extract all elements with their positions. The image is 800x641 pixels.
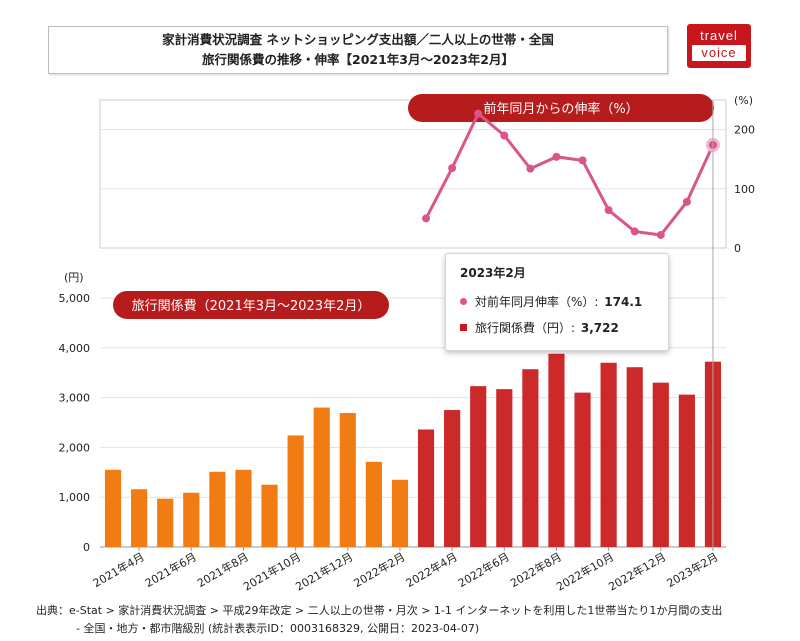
travel-cost-bar — [183, 492, 200, 547]
travel-cost-bar — [261, 484, 278, 547]
tooltip-bar-row: 旅行関係費（円）: 3,722 — [460, 319, 654, 336]
bar-title-banner — [113, 291, 389, 319]
chart-title-box: 家計消費状況調査 ネットショッピング支出額／二人以上の世帯・全国 旅行関係費の推… — [48, 26, 668, 74]
growth-rate-point — [526, 164, 535, 173]
tooltip-line-value: 174.1 — [604, 294, 643, 309]
line-title-banner — [408, 94, 714, 122]
travel-cost-bar — [444, 410, 461, 547]
growth-rate-point — [656, 230, 665, 239]
growth-rate-point — [682, 197, 691, 206]
bar-chart-title: 旅行関係費（2021年3月～2023年2月） — [132, 299, 371, 314]
line-y-tick-label: 0 — [734, 242, 741, 255]
chart-tooltip: 2023年2月 対前年同月伸率（%）: 174.1 旅行関係費（円）: 3,72… — [445, 253, 669, 351]
travel-cost-bar — [235, 469, 252, 547]
chart-title-line1: 家計消費状況調査 ネットショッピング支出額／二人以上の世帯・全国 — [162, 32, 554, 47]
growth-rate-panel: 0 100 200 (%) 前年同月からの伸率（%） — [99, 94, 755, 255]
source-line1: 出典：e-Stat > 家計消費状況調査 > 平成29年改定 > 二人以上の世帯… — [36, 604, 723, 617]
travel-cost-bar — [313, 407, 330, 547]
travel-cost-bar — [470, 386, 487, 547]
growth-rate-point — [474, 109, 483, 118]
bar-y-tick-label: 1,000 — [59, 491, 91, 504]
travel-cost-bar — [548, 353, 565, 547]
travel-cost-bar — [339, 413, 356, 547]
travel-cost-bar — [391, 479, 409, 547]
tooltip-bar-value: 3,722 — [580, 320, 619, 335]
source-note: 出典：e-Stat > 家計消費状況調査 > 平成29年改定 > 二人以上の世帯… — [36, 602, 722, 638]
bar-y-tick-label: 3,000 — [59, 392, 91, 405]
travel-cost-bar — [600, 362, 617, 547]
logo-text-line1: travel — [700, 28, 738, 43]
growth-rate-line — [424, 111, 715, 237]
bar-y-unit-label: (円) — [64, 271, 84, 284]
growth-rate-point — [552, 152, 561, 161]
growth-rate-point — [604, 206, 613, 215]
bar-y-tick-label: 2,000 — [59, 441, 91, 454]
bar-y-tick-label: 0 — [83, 541, 90, 554]
travel-cost-bar — [287, 435, 304, 547]
travel-cost-bar — [574, 392, 591, 547]
travel-cost-bar — [496, 389, 513, 547]
line-chart-title: 前年同月からの伸率（%） — [483, 101, 638, 117]
line-plot-frame — [99, 99, 727, 249]
tooltip-bar-label: 旅行関係費（円） — [475, 321, 572, 335]
bar-x-tick-label: 2021年10月 — [241, 549, 303, 593]
bar-x-tick-label: 2022年2月 — [351, 549, 407, 590]
source-line2: - 全国・地方・都市階級別 (統計表表示ID：0003168329, 公開日：2… — [76, 622, 480, 635]
bar-x-tick-label: 2022年10月 — [554, 549, 616, 593]
travel-cost-bar — [131, 489, 148, 547]
travelvoice-logo: travel voice — [687, 24, 751, 68]
line-y-tick-label: 100 — [734, 183, 755, 196]
line-y-unit-label: (%) — [734, 94, 753, 107]
travel-cost-bar — [365, 461, 382, 547]
line-series-marker-icon — [460, 298, 467, 305]
travel-cost-bar — [417, 429, 435, 547]
bar-y-tick-label: 5,000 — [59, 292, 91, 305]
bar-x-tick-label: 2021年4月 — [90, 549, 146, 590]
bar-x-tick-label: 2022年6月 — [455, 549, 511, 590]
logo-text-line2: voice — [692, 45, 746, 61]
growth-rate-point — [578, 156, 587, 165]
travel-cost-bar — [652, 382, 669, 547]
bar-x-tick-label: 2022年4月 — [403, 549, 459, 590]
growth-rate-point — [448, 164, 457, 173]
bar-y-tick-label: 4,000 — [59, 342, 91, 355]
bar-x-tick-label: 2021年6月 — [142, 549, 198, 590]
tooltip-title: 2023年2月 — [460, 266, 526, 280]
travel-cost-bar — [678, 394, 695, 547]
bar-x-tick-label: 2021年12月 — [293, 549, 355, 593]
growth-rate-point — [500, 131, 509, 140]
tooltip-line-label: 対前年同月伸率（%） — [475, 295, 595, 309]
chart-title-line2: 旅行関係費の推移・伸率【2021年3月～2023年2月】 — [202, 52, 514, 67]
bar-series-marker-icon — [460, 324, 467, 331]
bar-x-tick-label: 2022年12月 — [606, 549, 668, 593]
travel-cost-bar — [522, 369, 539, 547]
travel-cost-bar — [104, 469, 122, 547]
growth-rate-point — [422, 214, 431, 223]
tooltip-line-row: 対前年同月伸率（%）: 174.1 — [460, 293, 654, 310]
bar-x-tick-label: 2023年2月 — [664, 549, 720, 590]
travel-cost-bar — [157, 498, 174, 547]
growth-rate-point — [630, 227, 639, 236]
travel-cost-bar — [209, 471, 226, 547]
travel-cost-bar — [626, 367, 643, 547]
line-y-tick-label: 200 — [734, 124, 755, 137]
